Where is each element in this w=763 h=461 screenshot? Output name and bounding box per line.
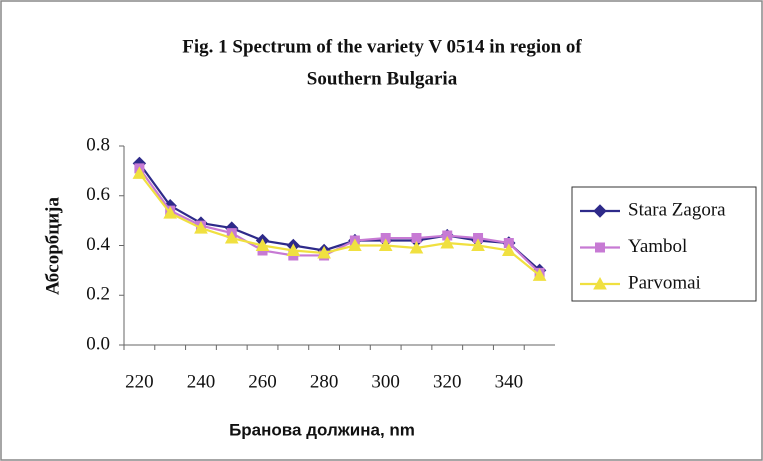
x-tick-label: 300 xyxy=(371,371,400,392)
y-tick-label: 0.8 xyxy=(86,134,110,155)
data-point xyxy=(348,238,362,251)
y-tick-label: 0.4 xyxy=(86,234,110,255)
data-point xyxy=(255,238,270,251)
x-tick-label: 220 xyxy=(125,371,154,392)
data-point xyxy=(194,221,208,234)
data-point xyxy=(473,233,484,244)
data-point xyxy=(163,206,178,219)
data-point xyxy=(471,238,485,251)
y-axis-label: Абсорбција xyxy=(42,197,63,295)
legend-marker xyxy=(593,276,607,290)
legend-label: Stara Zagora xyxy=(628,199,726,220)
data-point xyxy=(132,166,147,179)
chart-title: Southern Bulgaria xyxy=(307,68,458,89)
data-point xyxy=(440,235,455,249)
data-point xyxy=(503,238,514,249)
data-point xyxy=(442,230,453,241)
data-point xyxy=(501,243,516,256)
legend-label: Parvomai xyxy=(628,272,701,293)
data-point xyxy=(532,268,547,281)
x-tick-label: 320 xyxy=(433,371,462,392)
chart-title: Fig. 1 Spectrum of the variety V 0514 in… xyxy=(182,36,582,57)
data-point xyxy=(317,245,331,259)
data-point xyxy=(409,240,424,254)
data-point xyxy=(224,230,239,244)
x-tick-label: 240 xyxy=(187,371,216,392)
legend-marker xyxy=(593,204,607,218)
series-line xyxy=(138,167,541,274)
x-tick-label: 260 xyxy=(248,371,277,392)
series-line xyxy=(138,172,541,277)
y-tick-label: 0.6 xyxy=(86,184,110,205)
legend-label: Yambol xyxy=(628,236,687,257)
legend-marker xyxy=(595,242,605,253)
x-axis-label: Бранова должина, nm xyxy=(229,420,415,439)
data-point xyxy=(286,243,301,256)
x-tick-label: 280 xyxy=(310,371,339,392)
data-point xyxy=(378,238,393,251)
x-tick-label: 340 xyxy=(495,371,524,392)
y-tick-label: 0.2 xyxy=(86,284,110,305)
y-tick-label: 0.0 xyxy=(86,333,110,354)
data-point xyxy=(380,233,391,244)
data-point xyxy=(411,233,422,244)
